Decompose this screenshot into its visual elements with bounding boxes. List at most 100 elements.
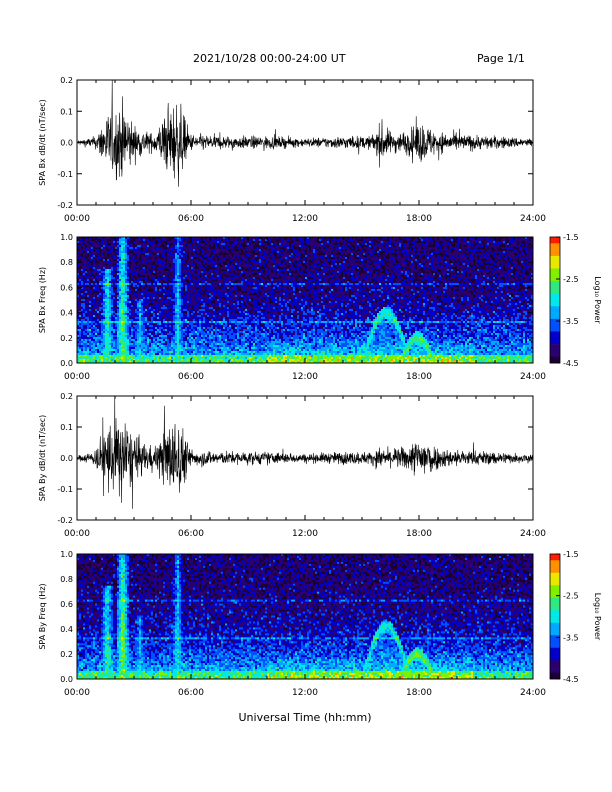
- spectrogram-cell: [151, 277, 153, 279]
- spectrogram-cell: [109, 275, 111, 277]
- spectrogram-cell: [261, 271, 263, 273]
- spectrogram-cell: [97, 255, 99, 257]
- spectrogram-cell: [477, 269, 479, 271]
- spectrogram-cell: [471, 243, 473, 245]
- spectrogram-cell: [99, 265, 101, 267]
- spectrogram-cell: [495, 245, 497, 247]
- spectrogram-cell: [217, 279, 219, 281]
- spectrogram-cell: [481, 245, 483, 247]
- spectrogram-cell: [357, 241, 359, 243]
- spectrogram-cell: [91, 263, 93, 265]
- spectrogram-cell: [469, 271, 471, 273]
- spectrogram-cell: [145, 257, 147, 259]
- spectrogram-cell: [223, 275, 225, 277]
- spectrogram-cell: [441, 273, 443, 275]
- spectrogram-cell: [131, 257, 133, 259]
- spectrogram-cell: [331, 275, 333, 277]
- spectrogram-cell: [297, 253, 299, 255]
- spectrogram-cell: [171, 259, 173, 261]
- spectrogram-cell: [177, 251, 179, 253]
- spectrogram-cell: [85, 239, 87, 241]
- spectrogram-cell: [397, 243, 399, 245]
- spectrogram-cell: [497, 241, 499, 243]
- spectrogram-cell: [85, 245, 87, 247]
- spectrogram-cell: [309, 265, 311, 267]
- spectrogram-cell: [137, 253, 139, 255]
- spectrogram-cell: [327, 239, 329, 241]
- spectrogram-cell: [379, 259, 381, 261]
- spectrogram-cell: [139, 241, 141, 243]
- spectrogram-cell: [139, 245, 141, 247]
- spectrogram-cell: [459, 247, 461, 249]
- spectrogram-cell: [243, 243, 245, 245]
- spectrogram-cell: [373, 255, 375, 257]
- spectrogram-cell: [163, 273, 165, 275]
- spectrogram-cell: [401, 277, 403, 279]
- spectrogram-cell: [245, 267, 247, 269]
- spectrogram-cell: [133, 251, 135, 253]
- spectrogram-cell: [269, 261, 271, 263]
- spectrogram-cell: [511, 277, 513, 279]
- spectrogram-cell: [137, 273, 139, 275]
- spectrogram-cell: [153, 253, 155, 255]
- spectrogram-cell: [437, 265, 439, 267]
- spectrogram-cell: [325, 273, 327, 275]
- spectrogram-cell: [229, 263, 231, 265]
- spectrogram-cell: [333, 245, 335, 247]
- spectrogram-cell: [377, 263, 379, 265]
- spectrogram-cell: [413, 257, 415, 259]
- spectrogram-cell: [161, 249, 163, 251]
- spectrogram-cell: [235, 251, 237, 253]
- spectrogram-cell: [265, 277, 267, 279]
- spectrogram-cell: [319, 279, 321, 281]
- spectrogram-cell: [237, 253, 239, 255]
- spectrogram-cell: [171, 269, 173, 271]
- spectrogram-cell: [301, 265, 303, 267]
- spectrogram-cell: [297, 251, 299, 253]
- spectrogram-cell: [341, 251, 343, 253]
- spectrogram-cell: [99, 251, 101, 253]
- spectrogram-cell: [405, 273, 407, 275]
- spectrogram-cell: [423, 277, 425, 279]
- spectrogram-cell: [475, 245, 477, 247]
- spectrogram-cell: [355, 277, 357, 279]
- spectrogram-cell: [317, 265, 319, 267]
- spectrogram-cell: [123, 279, 125, 281]
- spectrogram-cell: [87, 263, 89, 265]
- spectrogram-cell: [327, 265, 329, 267]
- spectrogram-cell: [323, 279, 325, 281]
- spectrogram-cell: [301, 257, 303, 259]
- spectrogram-cell: [495, 251, 497, 253]
- spectrogram-cell: [389, 247, 391, 249]
- spectrogram-cell: [83, 243, 85, 245]
- spectrogram-cell: [319, 243, 321, 245]
- spectrogram-cell: [273, 255, 275, 257]
- spectrogram-cell: [209, 247, 211, 249]
- spectrogram-cell: [333, 277, 335, 279]
- spectrogram-cell: [507, 245, 509, 247]
- spectrogram-cell: [257, 239, 259, 241]
- spectrogram-cell: [135, 277, 137, 279]
- spectrogram-cell: [333, 267, 335, 269]
- spectrogram-cell: [337, 257, 339, 259]
- spectrogram-cell: [167, 265, 169, 267]
- spectrogram-cell: [161, 267, 163, 269]
- spectrogram-cell: [237, 263, 239, 265]
- spectrogram-cell: [453, 259, 455, 261]
- spectrogram-cell: [415, 263, 417, 265]
- spectrogram-cell: [399, 269, 401, 271]
- spectrogram-cell: [171, 247, 173, 249]
- spectrogram-cell: [141, 243, 143, 245]
- spectrogram-cell: [155, 243, 157, 245]
- spectrogram-cell: [195, 267, 197, 269]
- spectrogram-cell: [149, 277, 151, 279]
- spectrogram-cell: [525, 241, 527, 243]
- spectrogram-cell: [179, 239, 181, 241]
- spectrogram-cell: [471, 273, 473, 275]
- spectrogram-cell: [145, 269, 147, 271]
- spectrogram-cell: [79, 279, 81, 281]
- spectrogram-cell: [479, 247, 481, 249]
- spectrogram-cell: [247, 245, 249, 247]
- spectrogram-cell: [203, 267, 205, 269]
- spectrogram-cell: [189, 269, 191, 271]
